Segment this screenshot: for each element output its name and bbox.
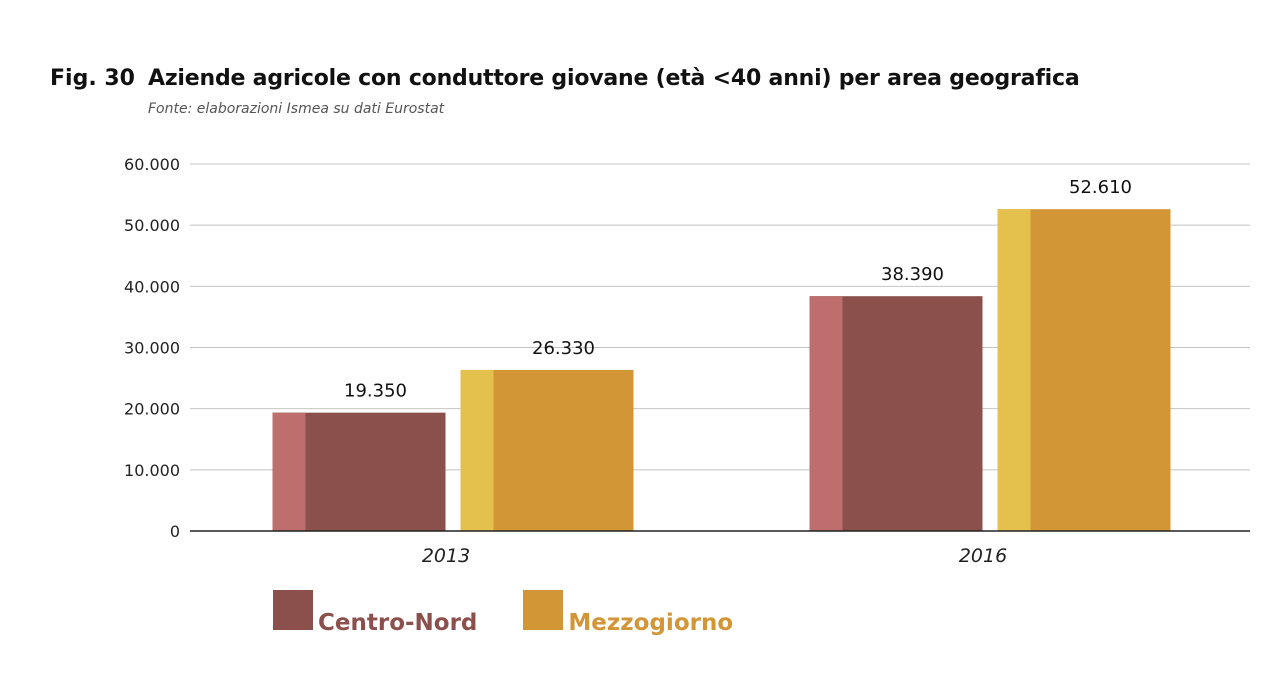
y-tick-label: 40.000 (124, 277, 180, 296)
bar-highlight (809, 296, 843, 531)
legend-item: Mezzogiorno (523, 590, 733, 636)
figure-title-row: Fig. 30 Aziende agricole con conduttore … (50, 66, 1250, 91)
y-tick-label: 10.000 (124, 461, 180, 480)
legend-item: Centro-Nord (273, 590, 477, 636)
y-tick-label: 20.000 (124, 400, 180, 419)
y-tick-label: 0 (170, 522, 180, 541)
x-tick-label: 2016 (959, 545, 1007, 567)
data-label: 19.350 (344, 381, 407, 402)
figure-number: Fig. 30 (50, 66, 135, 91)
chart-legend: Centro-Nord Mezzogiorno (273, 590, 733, 636)
legend-label: Centro-Nord (318, 610, 478, 636)
figure-header: Fig. 30 Aziende agricole con conduttore … (50, 66, 1250, 117)
figure-source: Fonte: elaborazioni Ismea su dati Eurost… (148, 101, 445, 117)
bar-highlight (997, 209, 1031, 532)
bar-highlight (272, 412, 306, 531)
figure-title: Aziende agricole con conduttore giovane … (148, 66, 1080, 91)
x-tick-label: 2013 (422, 545, 470, 567)
legend-swatch (523, 590, 564, 630)
data-label: 38.390 (881, 264, 944, 285)
bar-highlight (460, 369, 494, 531)
legend-swatch (273, 590, 313, 630)
legend-label: Mezzogiorno (568, 610, 734, 636)
y-tick-label: 60.000 (124, 155, 180, 174)
y-tick-label: 30.000 (124, 339, 180, 358)
data-label: 26.330 (532, 338, 595, 359)
data-label: 52.610 (1069, 177, 1132, 198)
y-tick-label: 50.000 (124, 216, 180, 235)
